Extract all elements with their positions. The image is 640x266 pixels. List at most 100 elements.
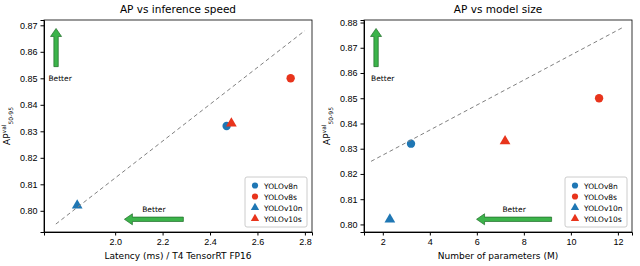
y-tick-mark — [361, 199, 365, 200]
x-tick: 6 — [475, 232, 480, 247]
x-tick-mark — [477, 232, 478, 236]
x-tick-mark — [430, 232, 431, 236]
y-axis-title-sub: 50-95 — [7, 107, 14, 125]
legend-box — [565, 177, 627, 227]
y-tick: 0.81 — [340, 195, 364, 205]
legend-label: YOLOv8s — [263, 193, 297, 202]
y-axis-title-sup: val — [0, 124, 7, 133]
x-tick-label: 2.4 — [204, 237, 217, 247]
y-axis-title-main: AP — [2, 133, 12, 145]
title: AP vs model size — [454, 3, 542, 15]
x-axis-line — [365, 233, 633, 236]
x-tick-label: 2.0 — [109, 237, 122, 247]
y-tick-label: 0.80 — [20, 206, 38, 216]
y-tick: 0.84 — [340, 119, 364, 129]
y-tick-label: 0.83 — [20, 127, 38, 137]
y-axis-line — [41, 21, 45, 233]
x-tick-mark — [618, 232, 619, 236]
x-tick: 12 — [613, 232, 623, 247]
y-tick: 0.81 — [20, 180, 44, 190]
y-tick: 0.80 — [20, 206, 44, 216]
x-tick-label: 6 — [475, 237, 480, 247]
x-tick-mark — [524, 232, 525, 236]
chart: 246810120.800.810.820.830.840.850.860.87… — [320, 3, 633, 261]
y-tick-label: 0.85 — [20, 74, 38, 84]
x-tick: 2 — [381, 232, 386, 247]
point — [226, 117, 237, 126]
x-tick-label: 12 — [613, 237, 623, 247]
y-axis-line — [361, 21, 365, 233]
x-tick-mark — [163, 232, 164, 236]
x-tick-label: 8 — [522, 237, 527, 247]
y-tick-mark — [361, 224, 365, 225]
x-tick-mark — [383, 232, 384, 236]
y-tick-mark — [361, 48, 365, 49]
y-tick: 0.82 — [340, 169, 364, 179]
y-tick-label: 0.82 — [340, 169, 358, 179]
y-tick: 0.86 — [20, 47, 44, 57]
y-tick-label: 0.88 — [340, 18, 358, 28]
y-tick: 0.85 — [20, 74, 44, 84]
x-tick: 4 — [428, 232, 433, 247]
y-tick-mark — [41, 78, 45, 79]
x-tick-label: 2.2 — [157, 237, 170, 247]
x-axis-line — [45, 233, 313, 236]
y-tick-label: 0.82 — [20, 153, 38, 163]
legend-label: YOLOv10n — [583, 204, 623, 213]
y-tick-label: 0.84 — [20, 100, 38, 110]
x-tick: 2.6 — [252, 232, 265, 247]
y-tick-label: 0.80 — [340, 220, 358, 230]
arrow — [477, 214, 552, 225]
y-tick: 0.85 — [340, 94, 364, 104]
y-tick-mark — [361, 98, 365, 99]
point — [595, 94, 603, 102]
arrow — [371, 28, 382, 66]
y-tick: 0.84 — [20, 100, 44, 110]
legend: YOLOv8nYOLOv8sYOLOv10nYOLOv10s — [565, 177, 627, 227]
x-tick: 8 — [522, 232, 527, 247]
y-tick-mark — [41, 158, 45, 159]
y-tick-mark — [361, 123, 365, 124]
legend-marker — [571, 214, 579, 221]
y-tick: 0.87 — [20, 21, 44, 31]
y-tick: 0.87 — [340, 43, 364, 53]
y-tick-mark — [361, 174, 365, 175]
legend-box — [245, 177, 307, 227]
point — [286, 74, 294, 82]
title: AP vs inference speed — [120, 3, 236, 15]
y-tick-label: 0.85 — [340, 94, 358, 104]
trend-line — [371, 28, 623, 162]
y-tick-label: 0.87 — [340, 43, 358, 53]
annotation: Better — [48, 74, 72, 83]
x-tick-label: 10 — [566, 237, 576, 247]
legend-label: YOLOv8n — [263, 182, 298, 191]
x-tick-mark — [115, 232, 116, 236]
x-tick: 10 — [566, 232, 576, 247]
y-tick-mark — [41, 52, 45, 53]
x-tick-mark — [257, 232, 258, 236]
y-tick-mark — [41, 184, 45, 185]
y-axis-title: APval50-95 — [0, 107, 14, 145]
legend-label: YOLOv10s — [583, 215, 622, 224]
y-axis-title: APval50-95 — [320, 107, 334, 145]
y-tick-mark — [41, 131, 45, 132]
x-axis: 2.02.22.42.62.8 — [45, 232, 313, 247]
legend-label: YOLOv8n — [583, 182, 618, 191]
trend-line — [56, 31, 305, 224]
y-axis-title-sup: val — [320, 124, 327, 133]
y-tick: 0.86 — [340, 68, 364, 78]
y-tick-label: 0.81 — [340, 195, 358, 205]
plot-area — [371, 28, 623, 223]
point — [384, 213, 395, 222]
x-axis-title: Number of parameters (M) — [438, 251, 558, 261]
legend-marker — [251, 214, 259, 221]
y-tick: 0.88 — [340, 18, 364, 28]
background — [0, 0, 640, 266]
x-tick-label: 2.6 — [252, 237, 265, 247]
x-tick: 2.0 — [109, 232, 122, 247]
plot-area — [56, 31, 305, 224]
y-tick-mark — [41, 105, 45, 106]
x-axis-title: Latency (ms) / T4 TensorRT FP16 — [105, 251, 252, 261]
point — [407, 139, 415, 147]
x-axis: 2 4 6 8 10 12 — [365, 232, 633, 247]
